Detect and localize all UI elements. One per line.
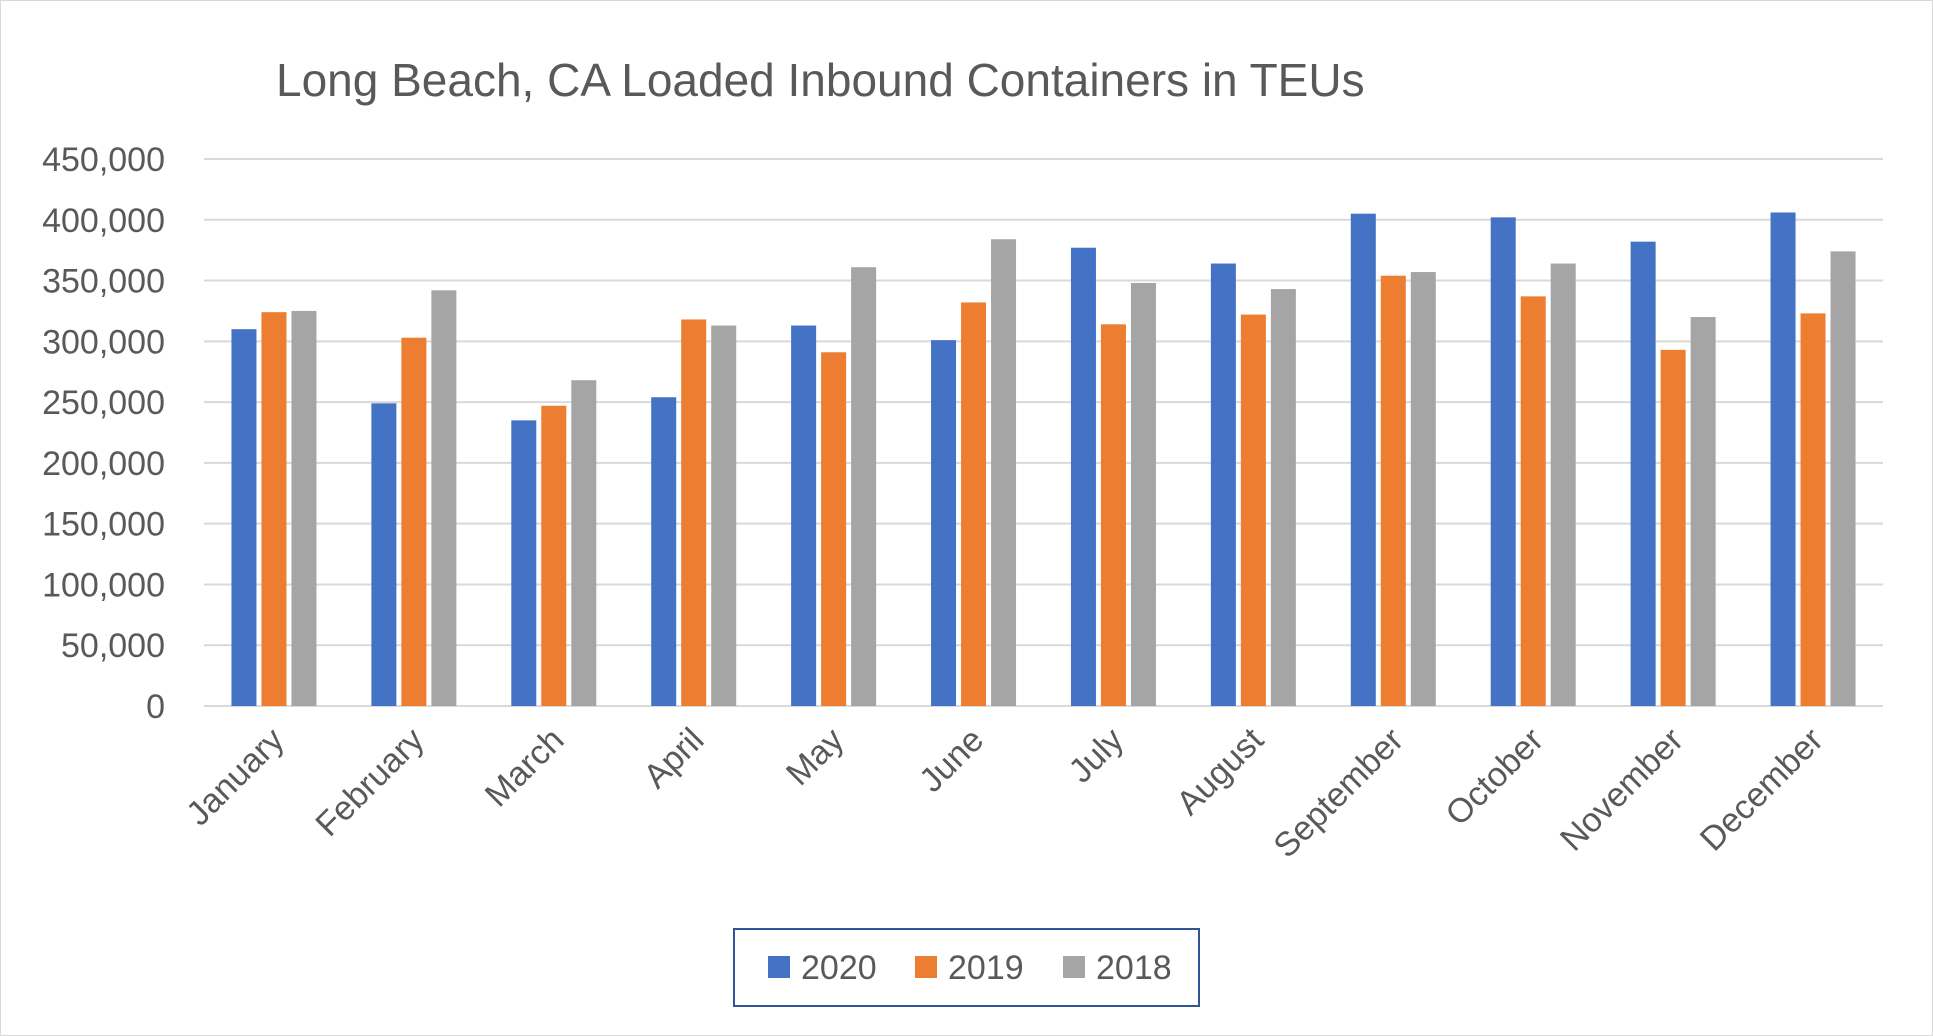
- bar-2019-november: [1660, 349, 1686, 706]
- y-tick-label: 450,000: [42, 141, 165, 179]
- y-tick-label: 300,000: [42, 323, 165, 361]
- x-tick-label: November: [1553, 721, 1691, 859]
- bar-2020-july: [1070, 247, 1096, 707]
- bar-2019-july: [1100, 324, 1126, 706]
- bar-2019-june: [961, 302, 987, 706]
- legend-label-2019: 2019: [948, 949, 1024, 987]
- legend-swatch-2019: [915, 956, 937, 978]
- y-tick-label: 100,000: [42, 566, 165, 604]
- x-tick-label: December: [1693, 721, 1831, 859]
- bar-2020-january: [231, 329, 257, 706]
- bar-2018-july: [1130, 282, 1156, 706]
- bar-2019-may: [821, 352, 847, 706]
- x-tick-label: March: [478, 721, 572, 815]
- gridlines: [204, 158, 1883, 707]
- x-tick-label: July: [1061, 721, 1131, 791]
- bar-2020-may: [791, 325, 817, 706]
- y-tick-label: 350,000: [42, 263, 165, 301]
- bar-2019-march: [541, 405, 567, 706]
- x-tick-label: June: [912, 721, 991, 800]
- y-tick-label: 400,000: [42, 202, 165, 240]
- bar-2018-january: [291, 310, 317, 706]
- bar-2018-august: [1270, 289, 1296, 706]
- x-tick-label: May: [779, 721, 851, 793]
- bar-2019-september: [1380, 275, 1406, 706]
- x-tick-label: February: [308, 721, 431, 844]
- bar-2019-october: [1520, 296, 1546, 706]
- x-axis-ticks: January February March April May June July Augu…: [179, 720, 1830, 865]
- x-tick-label: September: [1266, 721, 1410, 865]
- legend-label-2020: 2020: [801, 949, 877, 987]
- bar-2020-june: [931, 340, 957, 706]
- bar-2019-april: [681, 319, 707, 706]
- bar-2018-june: [991, 239, 1017, 706]
- legend-swatch-2020: [768, 956, 790, 978]
- bar-2019-december: [1800, 313, 1826, 706]
- bar-2020-august: [1210, 263, 1236, 706]
- bar-2018-february: [431, 290, 457, 706]
- bar-2020-march: [511, 420, 537, 706]
- bar-2020-december: [1770, 212, 1796, 707]
- bar-2018-march: [571, 380, 597, 706]
- legend-label-2018: 2018: [1096, 949, 1172, 987]
- x-tick-label: August: [1169, 720, 1271, 822]
- bar-2019-august: [1240, 314, 1266, 706]
- bars: [231, 212, 1856, 707]
- chart-title: Long Beach, CA Loaded Inbound Containers…: [276, 54, 1365, 106]
- legend-swatch-2018: [1063, 956, 1085, 978]
- y-tick-label: 0: [146, 688, 165, 726]
- bar-2020-october: [1490, 217, 1516, 706]
- y-axis-ticks: 0 50,000 100,000 150,000 200,000 250,000 300,0…: [42, 141, 165, 726]
- legend: 2020 2019 2018: [733, 928, 1200, 1007]
- x-tick-label: January: [179, 721, 291, 833]
- bar-2018-may: [851, 267, 877, 706]
- legend-border: [733, 928, 1200, 1007]
- bar-2020-november: [1630, 241, 1656, 706]
- bar-2018-november: [1690, 317, 1716, 706]
- bar-2020-september: [1350, 213, 1376, 706]
- y-tick-label: 200,000: [42, 445, 165, 483]
- bar-2018-december: [1830, 251, 1856, 707]
- bar-2020-february: [371, 403, 397, 706]
- y-tick-label: 50,000: [61, 627, 165, 665]
- x-tick-label: October: [1438, 721, 1550, 833]
- bar-2020-april: [651, 397, 677, 706]
- bar-2018-october: [1550, 263, 1576, 706]
- y-tick-label: 150,000: [42, 506, 165, 544]
- bar-2019-february: [401, 337, 427, 706]
- bar-2018-september: [1410, 272, 1436, 706]
- bar-2019-january: [261, 312, 287, 706]
- bar-2018-april: [711, 325, 737, 706]
- x-tick-label: April: [636, 721, 711, 796]
- y-tick-label: 250,000: [42, 384, 165, 422]
